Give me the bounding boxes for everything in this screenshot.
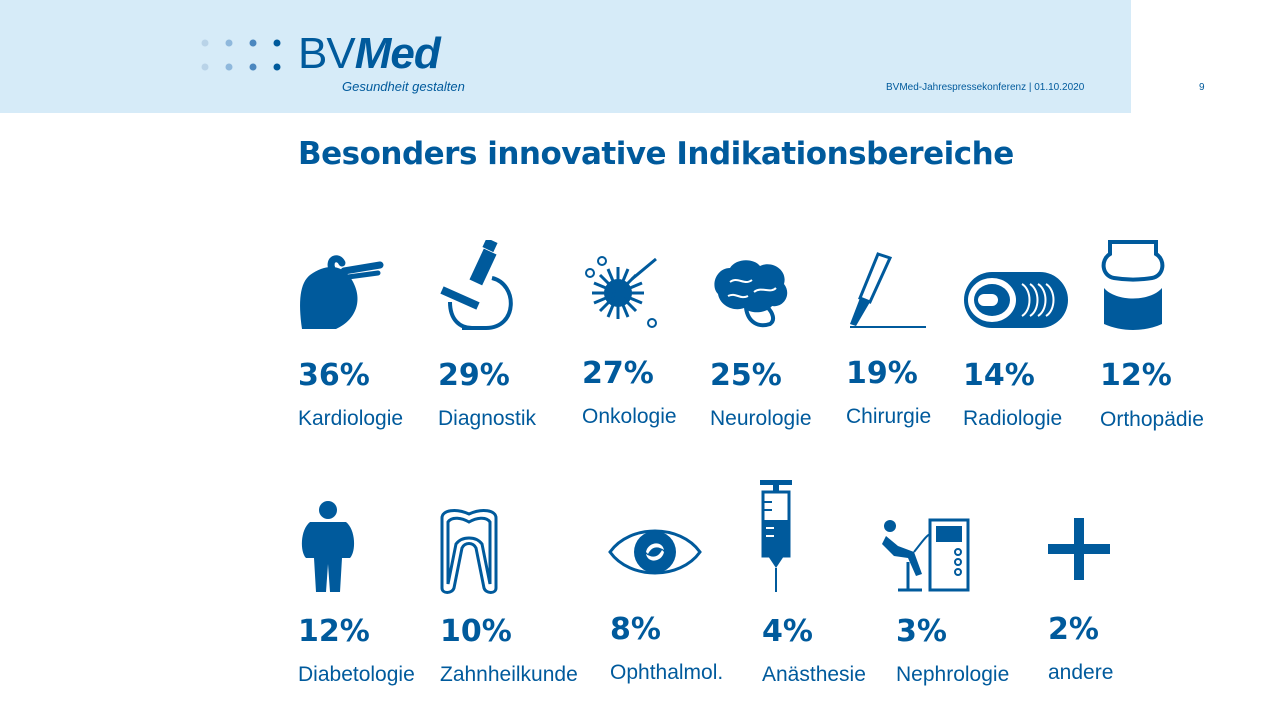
brain-icon — [710, 258, 790, 330]
category-label: Kardiologie — [298, 407, 404, 430]
category-label: Diagnostik — [438, 407, 537, 430]
heart-icon — [298, 253, 388, 333]
percent-value: 36% — [298, 358, 370, 393]
person-icon — [298, 500, 358, 594]
page-title: Besonders innovative Indikationsbereiche — [298, 136, 1014, 172]
category-label: Ophthalmol. — [610, 661, 724, 684]
percent-value: 12% — [1100, 358, 1172, 393]
ct-scanner-icon — [962, 270, 1070, 332]
tooth-icon — [438, 508, 500, 594]
logo-med: Med — [354, 29, 441, 78]
category-label: Orthopädie — [1100, 408, 1204, 431]
category-label: Radiologie — [963, 407, 1063, 430]
category-label: Neurologie — [710, 407, 812, 430]
joint-icon — [1100, 240, 1166, 332]
logo-bv: BV — [298, 29, 356, 78]
category-label: Onkologie — [582, 405, 677, 428]
page-number: 9 — [1199, 82, 1205, 93]
category-label: Anästhesie — [762, 663, 866, 686]
percent-value: 19% — [846, 356, 918, 391]
category-label: andere — [1048, 661, 1114, 684]
dialysis-icon — [878, 516, 970, 594]
microscope-icon — [438, 240, 518, 332]
percent-value: 3% — [896, 614, 947, 649]
plus-icon — [1046, 516, 1112, 582]
category-label: Nephrologie — [896, 663, 1010, 686]
percent-value: 2% — [1048, 612, 1099, 647]
syringe-icon — [756, 478, 796, 594]
percent-value: 4% — [762, 614, 813, 649]
conference-info: BVMed-Jahrespressekonferenz | 01.10.2020 — [886, 82, 1085, 93]
logo-tagline: Gesundheit gestalten — [342, 79, 465, 94]
percent-value: 14% — [963, 358, 1035, 393]
cancer-cell-icon — [582, 253, 662, 331]
scalpel-icon — [848, 252, 928, 330]
percent-value: 27% — [582, 356, 654, 391]
percent-value: 29% — [438, 358, 510, 393]
category-label: Chirurgie — [846, 405, 932, 428]
header-band: BVMed Gesundheit gestalten BVMed-Jahresp… — [0, 0, 1131, 113]
percent-value: 25% — [710, 358, 782, 393]
percent-value: 8% — [610, 612, 661, 647]
logo-dots-icon — [201, 39, 281, 71]
category-label: Zahnheilkunde — [440, 663, 578, 686]
category-label: Diabetologie — [298, 663, 415, 686]
percent-value: 10% — [440, 614, 512, 649]
logo-wordmark: BVMed — [298, 29, 441, 78]
eye-icon — [608, 522, 702, 582]
percent-value: 12% — [298, 614, 370, 649]
